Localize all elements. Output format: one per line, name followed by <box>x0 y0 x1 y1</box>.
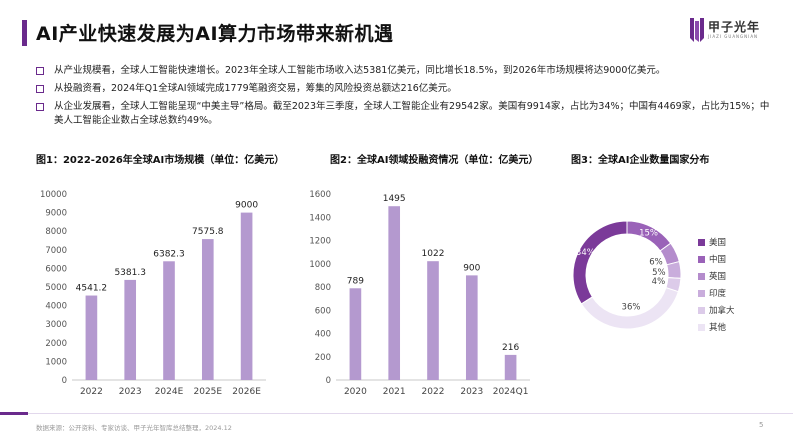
x-tick-label: 2024E <box>155 387 184 397</box>
legend-swatch <box>698 273 705 280</box>
bar-value-label: 789 <box>347 276 364 286</box>
slice-label: 36% <box>622 303 641 313</box>
slice-label: 6% <box>649 257 663 267</box>
bar <box>124 279 137 380</box>
x-tick-label: 2022 <box>422 387 445 397</box>
title-accent-bar <box>22 20 27 46</box>
chart3-title: 图3：全球AI企业数量国家分布 <box>571 155 710 166</box>
bar <box>85 295 98 380</box>
bar <box>504 354 517 380</box>
data-source-note: 数据来源：公开资料、专家访谈、甲子光年智库总结整理，2024.12 <box>36 424 232 432</box>
y-tick-label: 1200 <box>309 237 331 247</box>
y-tick-label: 800 <box>315 283 331 293</box>
donut-slice <box>666 260 682 279</box>
y-tick-label: 4000 <box>45 302 67 312</box>
bullet-text: 从产业规模看，全球人工智能快速增长。2023年全球人工智能市场收入达5381亿美… <box>54 65 666 76</box>
x-tick-label: 2023 <box>119 387 142 397</box>
bullet-item: 从投融资看，2024年Q1全球AI领域完成1779笔融资交易，筹集的风险投资总额… <box>36 82 776 96</box>
bar-value-label: 4541.2 <box>76 284 108 294</box>
y-tick-label: 600 <box>315 306 331 316</box>
legend-label: 英国 <box>709 271 726 282</box>
x-tick-label: 2022 <box>80 387 103 397</box>
footer-accent <box>0 412 28 415</box>
summary-bullets: 从产业规模看，全球人工智能快速增长。2023年全球人工智能市场收入达5381亿美… <box>36 64 776 132</box>
y-tick-label: 8000 <box>45 227 67 237</box>
page-number: 5 <box>759 421 764 429</box>
logo-mark-icon <box>690 18 704 42</box>
x-tick-label: 2021 <box>383 387 406 397</box>
legend-swatch <box>698 324 705 331</box>
y-tick-label: 3000 <box>45 320 67 330</box>
bar-value-label: 7575.8 <box>192 227 224 237</box>
y-tick-label: 5000 <box>45 283 67 293</box>
bullet-square-icon <box>36 103 44 111</box>
logo-subtext: JIAZI GUANGNIAN <box>708 34 759 39</box>
donut-slice <box>572 220 628 305</box>
y-tick-label: 200 <box>315 353 331 363</box>
page-title: AI产业快速发展为AI算力市场带来新机遇 <box>36 23 394 45</box>
market-size-bar-chart: 0 1000 2000 3000 4000 5000 6000 7000 8000 9000 100… <box>40 190 266 397</box>
y-tick-label: 7000 <box>45 246 67 256</box>
y-tick-label: 2000 <box>45 339 67 349</box>
bar-value-label: 1022 <box>422 249 445 259</box>
legend-label: 中国 <box>709 254 726 265</box>
y-tick-label: 6000 <box>45 264 67 274</box>
y-tick-label: 10000 <box>40 190 67 200</box>
bar <box>163 261 175 380</box>
y-tick-label: 9000 <box>45 209 67 219</box>
y-tick-label: 1000 <box>45 357 67 367</box>
bar-value-label: 1495 <box>383 194 406 204</box>
legend-swatch <box>698 290 705 297</box>
bullet-text: 从企业发展看，全球人工智能呈现“中美主导”格局。截至2023年三季度，全球人工智… <box>54 101 770 126</box>
legend-swatch <box>698 239 705 246</box>
y-tick-label: 0 <box>62 376 67 386</box>
bullet-item: 从产业规模看，全球人工智能快速增长。2023年全球人工智能市场收入达5381亿美… <box>36 64 776 78</box>
y-tick-label: 0 <box>326 376 331 386</box>
logo-text: 甲子光年 <box>708 20 761 34</box>
donut-slice <box>580 287 679 330</box>
chart2-title: 图2：全球AI领域投融资情况（单位：亿美元） <box>330 155 539 166</box>
legend-swatch <box>698 307 705 314</box>
x-tick-label: 2025E <box>194 387 223 397</box>
x-tick-label: 2023 <box>460 387 483 397</box>
y-tick-label: 1600 <box>309 190 331 200</box>
legend-label: 加拿大 <box>709 305 735 316</box>
x-tick-label: 2020 <box>344 387 367 397</box>
bar <box>427 261 439 380</box>
x-tick-label: 2024Q1 <box>493 387 529 397</box>
bullet-text: 从投融资看，2024年Q1全球AI领域完成1779笔融资交易，筹集的风险投资总额… <box>54 83 457 94</box>
legend-label: 美国 <box>709 237 726 248</box>
legend-swatch <box>698 256 705 263</box>
bullet-item: 从企业发展看，全球人工智能呈现“中美主导”格局。截至2023年三季度，全球人工智… <box>36 100 776 128</box>
slice-label: 5% <box>652 268 666 278</box>
slice-label: 4% <box>652 277 666 287</box>
y-tick-label: 400 <box>315 330 331 340</box>
y-tick-label: 1000 <box>309 260 331 270</box>
bar-value-label: 5381.3 <box>114 268 146 278</box>
bar-value-label: 9000 <box>235 201 258 211</box>
chart1-title: 图1：2022-2026年全球AI市场规模（单位：亿美元） <box>36 155 285 166</box>
bar-value-label: 900 <box>463 263 480 273</box>
y-tick-label: 1400 <box>309 213 331 223</box>
slice-label: 34% <box>576 248 595 258</box>
investment-bar-chart: 0 200 400 600 800 1000 1200 1400 1600 789 2020 1495… <box>309 190 530 397</box>
bar-value-label: 6382.3 <box>153 249 185 259</box>
legend-label: 印度 <box>709 288 727 299</box>
legend-label: 其他 <box>709 322 727 333</box>
brand-logo: 甲子光年 JIAZI GUANGNIAN <box>690 16 778 44</box>
bar <box>201 239 214 380</box>
bar-value-label: 216 <box>502 343 519 353</box>
bullet-square-icon <box>36 85 44 93</box>
bar <box>465 275 478 380</box>
x-tick-label: 2026E <box>232 387 261 397</box>
bullet-square-icon <box>36 67 44 75</box>
footer-divider <box>0 413 793 414</box>
slice-label: 15% <box>639 229 658 239</box>
bar <box>240 212 253 380</box>
bar <box>388 206 401 380</box>
bar <box>349 288 362 380</box>
